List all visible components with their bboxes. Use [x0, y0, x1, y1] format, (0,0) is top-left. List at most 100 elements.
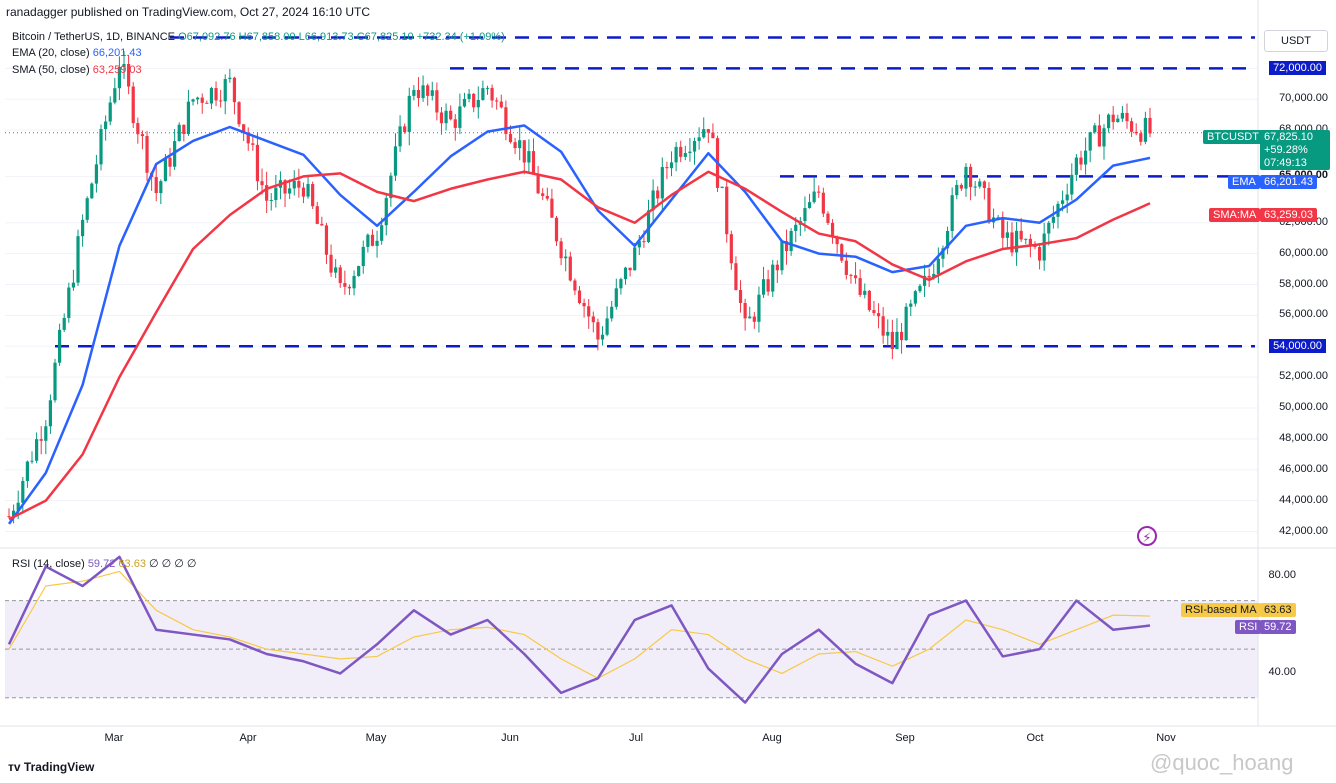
candle-body [274, 187, 278, 200]
candle-body [683, 153, 687, 157]
price-tick-label: 44,000.00 [1279, 493, 1328, 506]
btc-symbol-tag: BTCUSDT [1203, 130, 1263, 144]
candle-body [168, 157, 172, 167]
candle-body [697, 137, 701, 141]
candle-body [826, 213, 830, 223]
candle-body [1047, 222, 1051, 234]
ema-legend[interactable]: EMA (20, close) 66,201.43 [12, 47, 142, 59]
candle-body [568, 256, 572, 281]
candle-body [1125, 112, 1129, 122]
candle-body [881, 316, 885, 336]
candle-body [223, 79, 227, 102]
candle-body [159, 181, 163, 194]
rsi-ma-tag-value: 63.63 [1260, 603, 1296, 617]
candle-body [251, 143, 255, 145]
candle-body [430, 90, 434, 96]
candle-body [453, 119, 457, 128]
candle-body [490, 87, 494, 101]
candle-body [531, 151, 536, 175]
candle-body [835, 236, 839, 245]
candle-body [191, 99, 195, 102]
sma-legend[interactable]: SMA (50, close) 63,259.03 [12, 64, 142, 76]
candle-body [99, 129, 103, 165]
candle-body [407, 95, 411, 132]
candle-body [246, 132, 250, 144]
candle-body [94, 164, 99, 184]
tradingview-brand-text: TradingView [23, 760, 95, 774]
candle-body [44, 426, 48, 441]
candle-body [1001, 217, 1005, 238]
ema-tag-value: 66,201.43 [1260, 175, 1317, 189]
candle-body [1106, 114, 1111, 129]
candle-body [439, 112, 444, 124]
ohlc-close: C67,825.10 [356, 31, 414, 43]
candle-body [973, 186, 977, 188]
btc-price: 67,825.10 [1264, 131, 1313, 143]
candle-body [311, 184, 315, 207]
candle-body [1120, 112, 1124, 119]
candle-body [582, 302, 586, 307]
candle-body [895, 331, 899, 350]
candle-body [771, 264, 775, 292]
symbol-title: Bitcoin / TetherUS, 1D, BINANCE [12, 31, 176, 43]
tradingview-logo-icon: ᴛv [8, 760, 21, 774]
rsi-legend-label: RSI (14, close) [12, 558, 85, 570]
candle-body [21, 480, 25, 503]
candle-body [766, 279, 770, 292]
candle-body [660, 167, 664, 199]
price-tick-label: 56,000.00 [1279, 308, 1328, 321]
candle-body [182, 124, 186, 134]
rsi-legend[interactable]: RSI (14, close) 59.72 63.63 ∅ ∅ ∅ ∅ [12, 557, 197, 570]
candle-body [366, 234, 370, 247]
candle-body [186, 101, 191, 134]
candle-body [90, 183, 94, 199]
candle-body [209, 88, 214, 104]
btc-change: +59.28% [1264, 144, 1308, 156]
candle-body [922, 275, 927, 286]
grid [5, 67, 1258, 533]
candle-body [748, 316, 752, 319]
candle-body [39, 439, 43, 441]
candle-body [352, 275, 356, 289]
candle-body [343, 283, 347, 287]
candle-body [614, 288, 618, 307]
currency-button[interactable]: USDT [1264, 30, 1328, 52]
candle-body [858, 278, 862, 295]
candle-body [761, 279, 766, 295]
sma-tag-value: 63,259.03 [1260, 208, 1317, 222]
candle-body [996, 217, 1000, 219]
candle-body [853, 275, 858, 279]
candle-body [656, 190, 660, 199]
candle-body [467, 93, 471, 99]
candle-body [380, 225, 384, 241]
candle-body [610, 306, 614, 319]
candle-body [297, 181, 301, 188]
time-tick-label: Mar [104, 732, 124, 744]
candle-body [242, 124, 246, 133]
candle-body [214, 88, 218, 101]
candle-body [890, 331, 894, 350]
candle-body [81, 219, 85, 237]
candle-body [545, 195, 549, 199]
candle-body [329, 254, 333, 273]
candle-body [458, 106, 462, 128]
candle-body [16, 502, 20, 511]
rsi-line [7, 555, 1151, 704]
time-tick-label: Jul [628, 732, 644, 744]
candle-body [384, 198, 388, 226]
candle-body [964, 166, 968, 189]
candle-body [76, 236, 80, 283]
candle-body [619, 279, 623, 289]
candle-body [403, 126, 407, 132]
candle-body [518, 140, 522, 149]
symbol-legend[interactable]: Bitcoin / TetherUS, 1D, BINANCE O67,092.… [12, 31, 505, 43]
candle-body [1037, 247, 1042, 261]
price-tick-label: 70,000.00 [1279, 92, 1328, 105]
candle-body [48, 400, 53, 427]
candle-body [872, 310, 876, 314]
lightning-icon[interactable]: ⚡ [1137, 526, 1157, 546]
candle-body [35, 439, 39, 461]
candle-body [577, 290, 582, 303]
sma-line [8, 170, 1151, 521]
